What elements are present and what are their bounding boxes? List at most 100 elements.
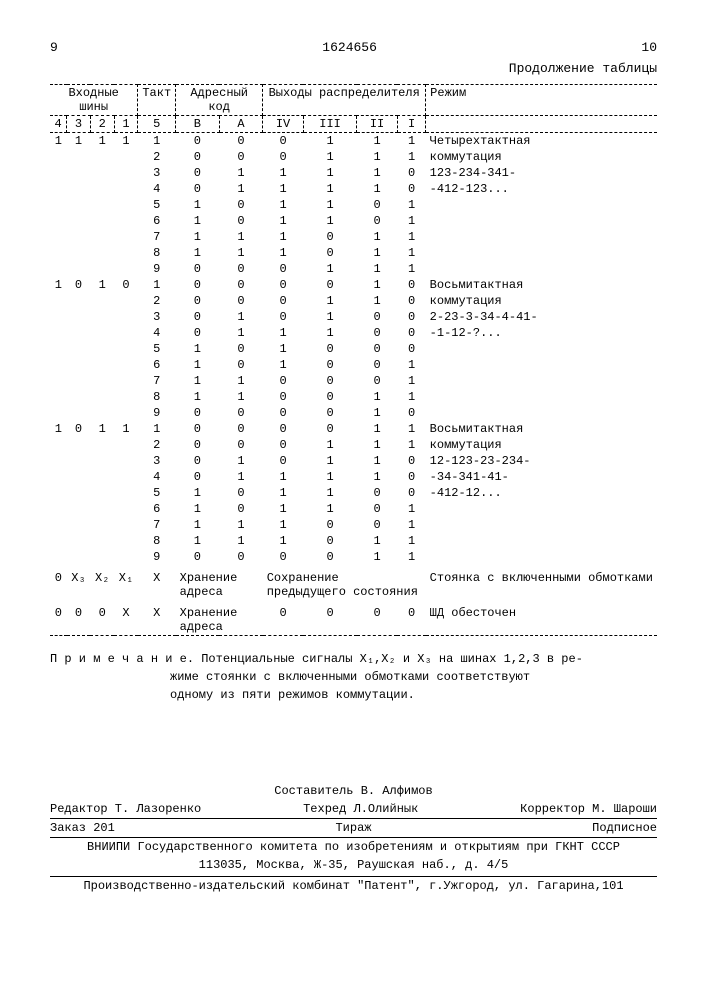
sub-I: I bbox=[397, 116, 425, 133]
cell: 1 bbox=[397, 357, 425, 373]
cell: 1 bbox=[303, 261, 356, 277]
cell bbox=[50, 309, 67, 325]
cell: 3 bbox=[138, 309, 176, 325]
cell: 1 bbox=[357, 453, 398, 469]
cell: 0 bbox=[176, 309, 220, 325]
cell: 0 bbox=[303, 600, 356, 636]
cell: 1 bbox=[303, 485, 356, 501]
cell: 0 bbox=[219, 405, 263, 421]
cell: 1 bbox=[219, 453, 263, 469]
cell bbox=[50, 517, 67, 533]
table-row: 3011110123-234-341- bbox=[50, 165, 657, 181]
cell: 1 bbox=[357, 229, 398, 245]
cell: 1 bbox=[397, 213, 425, 229]
cell-mode: 12-123-23-234- bbox=[426, 453, 657, 469]
cell-addr: Хранение адреса bbox=[176, 600, 263, 636]
cell: 0 bbox=[303, 549, 356, 565]
cell bbox=[67, 181, 91, 197]
cell-mode bbox=[426, 229, 657, 245]
cell: 0 bbox=[303, 245, 356, 261]
cell: 0 bbox=[219, 341, 263, 357]
table-row: 10101000010Восьмитактная bbox=[50, 277, 657, 293]
cell bbox=[90, 533, 114, 549]
cell: 0 bbox=[90, 600, 114, 636]
cell-mode bbox=[426, 245, 657, 261]
table-row: 2000111коммутация bbox=[50, 437, 657, 453]
cell bbox=[114, 197, 138, 213]
cell-mode: Восьмитактная bbox=[426, 277, 657, 293]
cell bbox=[67, 325, 91, 341]
cell: 1 bbox=[303, 293, 356, 309]
cell: 0 bbox=[176, 469, 220, 485]
cell bbox=[50, 197, 67, 213]
cell: 1 bbox=[219, 181, 263, 197]
cell: 0 bbox=[397, 325, 425, 341]
cell: 0 bbox=[176, 325, 220, 341]
sub-4: 4 bbox=[50, 116, 67, 133]
cell: 1 bbox=[397, 133, 425, 150]
cell: 0 bbox=[176, 549, 220, 565]
cell: 1 bbox=[219, 533, 263, 549]
cell-mode: -1-12-?... bbox=[426, 325, 657, 341]
cell bbox=[67, 549, 91, 565]
cell: 1 bbox=[263, 517, 304, 533]
cell bbox=[50, 261, 67, 277]
cell: 8 bbox=[138, 533, 176, 549]
cell: 1 bbox=[263, 357, 304, 373]
cell: 1 bbox=[397, 389, 425, 405]
table-row: 5101100-412-12... bbox=[50, 485, 657, 501]
table-row: 6101101 bbox=[50, 501, 657, 517]
cell: 2 bbox=[138, 437, 176, 453]
cell bbox=[114, 261, 138, 277]
cell bbox=[90, 229, 114, 245]
cell: 0 bbox=[357, 309, 398, 325]
cell: 1 bbox=[263, 325, 304, 341]
cell: 1 bbox=[263, 181, 304, 197]
cell bbox=[114, 485, 138, 501]
cell: 1 bbox=[357, 405, 398, 421]
cell: 0 bbox=[263, 309, 304, 325]
table-row: 7111011 bbox=[50, 229, 657, 245]
cell-mode: коммутация bbox=[426, 437, 657, 453]
cell: 1 bbox=[138, 421, 176, 437]
cell bbox=[114, 373, 138, 389]
cell bbox=[67, 149, 91, 165]
data-table: Входные шины Такт Адресный код Выходы ра… bbox=[50, 84, 657, 636]
cell: 0 bbox=[263, 549, 304, 565]
cell: 1 bbox=[397, 501, 425, 517]
cell: 5 bbox=[138, 341, 176, 357]
cell bbox=[50, 181, 67, 197]
cell: 4 bbox=[138, 469, 176, 485]
cell bbox=[114, 341, 138, 357]
cell-mode: -412-123... bbox=[426, 181, 657, 197]
cell: X₁ bbox=[114, 565, 138, 600]
cell bbox=[50, 453, 67, 469]
footer-subscription: Подписное bbox=[592, 821, 657, 835]
cell: 8 bbox=[138, 389, 176, 405]
cell bbox=[67, 229, 91, 245]
cell: 3 bbox=[138, 453, 176, 469]
sub-5: 5 bbox=[138, 116, 176, 133]
cell bbox=[114, 405, 138, 421]
cell bbox=[50, 325, 67, 341]
cell: 0 bbox=[176, 293, 220, 309]
cell bbox=[90, 517, 114, 533]
cell bbox=[90, 341, 114, 357]
cell: 1 bbox=[303, 453, 356, 469]
cell: 1 bbox=[176, 245, 220, 261]
cell: 0 bbox=[219, 197, 263, 213]
cell: 1 bbox=[303, 149, 356, 165]
cell: 0 bbox=[176, 437, 220, 453]
cell: 1 bbox=[357, 181, 398, 197]
cell: 0 bbox=[263, 600, 304, 636]
cell: 0 bbox=[357, 485, 398, 501]
cell-mode bbox=[426, 549, 657, 565]
cell: 0 bbox=[176, 405, 220, 421]
table-row: 4011100-1-12-?... bbox=[50, 325, 657, 341]
cell bbox=[114, 245, 138, 261]
cell: 0 bbox=[50, 565, 67, 600]
cell bbox=[67, 501, 91, 517]
cell: 4 bbox=[138, 325, 176, 341]
cell bbox=[90, 181, 114, 197]
cell: 1 bbox=[219, 373, 263, 389]
